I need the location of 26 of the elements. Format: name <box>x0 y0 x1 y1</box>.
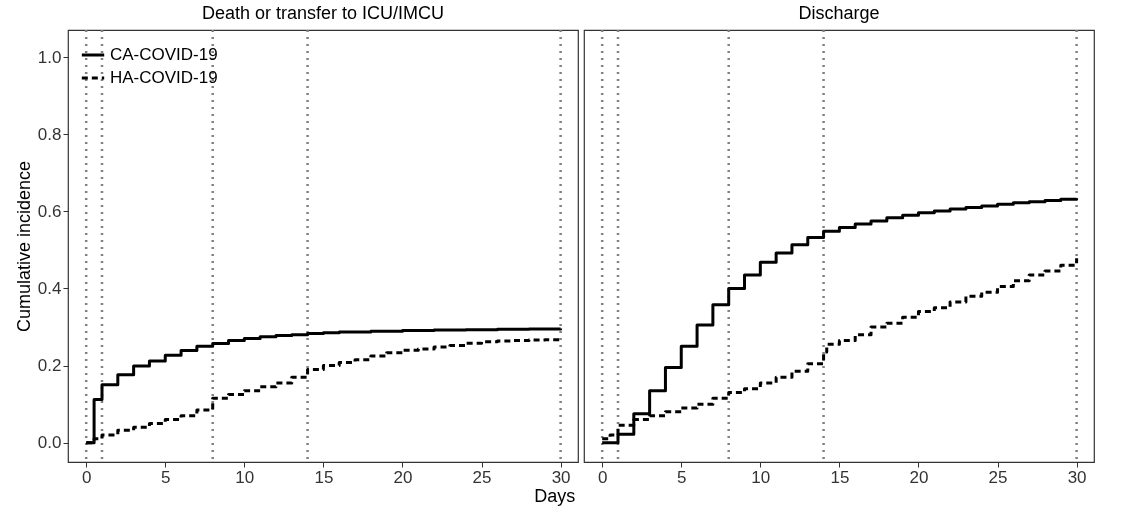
chart-title: Discharge <box>798 2 880 23</box>
y-axis-title: Cumulative incidence <box>13 160 34 333</box>
x-axis-title: Days <box>534 485 576 506</box>
x-tick-label: 15 <box>830 467 850 487</box>
y-tick-label: 0.8 <box>37 124 62 144</box>
x-tick-label: 0 <box>81 467 92 487</box>
x-tick-label: 25 <box>988 467 1008 487</box>
legend-label: HA-COVID-19 <box>110 68 218 87</box>
x-tick-label: 30 <box>551 467 571 487</box>
x-tick-label: 10 <box>751 467 771 487</box>
x-tick-label: 5 <box>677 467 687 487</box>
x-tick-label: 30 <box>1067 467 1087 487</box>
x-tick-label: 0 <box>597 467 608 487</box>
y-tick-label: 1.0 <box>37 47 62 67</box>
x-tick-label: 20 <box>393 467 413 487</box>
x-tick-label: 5 <box>161 467 171 487</box>
y-tick-label: 0.6 <box>37 201 62 221</box>
x-tick-label: 15 <box>314 467 334 487</box>
y-tick-label: 0.2 <box>37 356 62 376</box>
chart-title: Death or transfer to ICU/IMCU <box>201 2 445 23</box>
x-tick-label: 25 <box>472 467 492 487</box>
y-tick-label: 0.4 <box>37 278 62 298</box>
x-tick-label: 20 <box>909 467 929 487</box>
legend-label: CA-COVID-19 <box>110 45 218 64</box>
x-tick-label: 10 <box>235 467 255 487</box>
y-tick-label: 0.0 <box>37 433 62 453</box>
